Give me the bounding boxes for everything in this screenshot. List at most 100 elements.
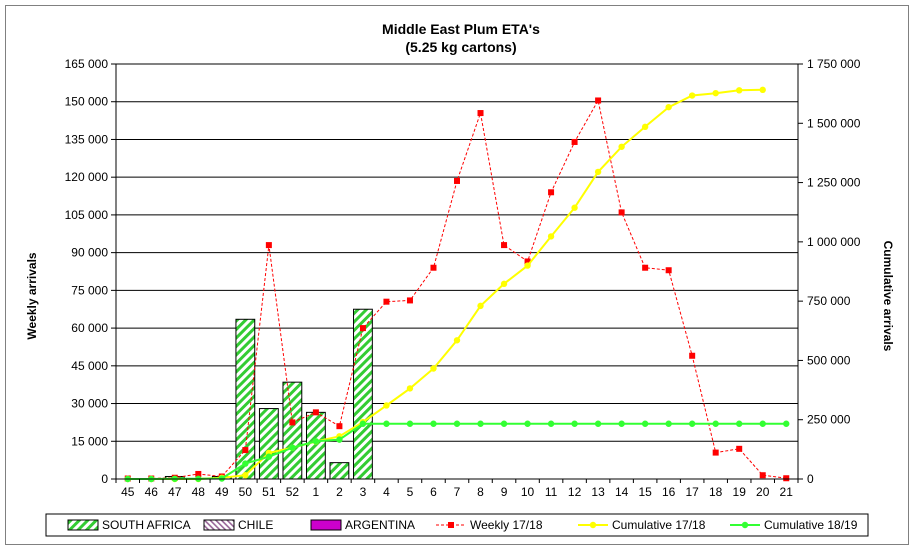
- x-tick-label: 2: [336, 485, 343, 499]
- series-point: [266, 242, 272, 248]
- series-point: [783, 475, 789, 481]
- series-point: [548, 189, 554, 195]
- lines: [125, 87, 790, 483]
- y2-tick-label: 250 000: [807, 413, 851, 427]
- legend-label: Weekly 17/18: [470, 518, 543, 532]
- series-point: [665, 421, 671, 427]
- series-point: [266, 454, 272, 460]
- y-axis-label: Weekly arrivals: [25, 252, 39, 340]
- legend-label: SOUTH AFRICA: [102, 518, 191, 532]
- x-tick-label: 12: [568, 485, 582, 499]
- x-tick-label: 11: [545, 485, 558, 499]
- y2-tick-label: 1 250 000: [807, 176, 861, 190]
- series-point: [595, 97, 601, 103]
- x-tick-label: 47: [168, 485, 182, 499]
- x-tick-label: 9: [501, 485, 508, 499]
- y-tick-label: 30 000: [71, 397, 108, 411]
- series-point: [736, 421, 742, 427]
- series-point: [571, 421, 577, 427]
- bar: [330, 463, 349, 479]
- chart-frame: Middle East Plum ETA's (5.25 kg cartons)…: [5, 5, 909, 545]
- series-point: [501, 242, 507, 248]
- x-tick-label: 45: [121, 485, 135, 499]
- x-tick-label: 51: [262, 485, 276, 499]
- x-tick-label: 5: [407, 485, 414, 499]
- series-point: [618, 421, 624, 427]
- x-tick-label: 20: [756, 485, 770, 499]
- y-tick-label: 150 000: [65, 95, 109, 109]
- x-tick-label: 52: [286, 485, 300, 499]
- bar: [283, 382, 302, 479]
- series-point: [289, 444, 295, 450]
- y2-tick-label: 1 750 000: [807, 57, 861, 71]
- y2-tick-label: 1 000 000: [807, 235, 861, 249]
- series-point: [760, 87, 766, 93]
- series-line: [128, 90, 763, 479]
- series-point: [666, 267, 672, 273]
- series-point: [478, 110, 484, 116]
- series-point: [501, 281, 507, 287]
- legend-label: ARGENTINA: [345, 518, 415, 532]
- x-tick-label: 15: [638, 485, 652, 499]
- series-point: [736, 87, 742, 93]
- x-tick-label: 17: [685, 485, 699, 499]
- series-point: [477, 303, 483, 309]
- series-point: [618, 144, 624, 150]
- series-point: [430, 265, 436, 271]
- legend-swatch: [68, 520, 98, 530]
- y-tick-label: 120 000: [65, 170, 109, 184]
- series-point: [289, 419, 295, 425]
- y-tick-label: 75 000: [71, 283, 108, 297]
- x-tick-label: 3: [360, 485, 367, 499]
- series-point: [736, 446, 742, 452]
- x-tick-label: 14: [615, 485, 629, 499]
- x-tick-label: 7: [454, 485, 461, 499]
- series-point: [524, 262, 530, 268]
- y-tick-label: 0: [101, 472, 108, 486]
- series-point: [619, 209, 625, 215]
- series-point: [407, 385, 413, 391]
- series-point: [665, 104, 671, 110]
- series-point: [571, 205, 577, 211]
- x-tick-label: 46: [145, 485, 159, 499]
- chart-subtitle: (5.25 kg cartons): [405, 39, 516, 55]
- series-point: [242, 460, 248, 466]
- legend-label: Cumulative 17/18: [612, 518, 706, 532]
- y-tick-label: 60 000: [71, 321, 108, 335]
- x-tick-label: 16: [662, 485, 676, 499]
- x-tick-label: 4: [383, 485, 390, 499]
- series-point: [383, 299, 389, 305]
- series-point: [313, 409, 319, 415]
- series-point: [336, 423, 342, 429]
- series-point: [595, 421, 601, 427]
- x-tick-label: 21: [780, 485, 794, 499]
- series-point: [501, 421, 507, 427]
- series-point: [430, 421, 436, 427]
- bar: [354, 309, 373, 479]
- series-point: [642, 421, 648, 427]
- y2-tick-label: 0: [807, 472, 814, 486]
- series-point: [689, 92, 695, 98]
- y-tick-label: 15 000: [71, 434, 108, 448]
- bar: [306, 412, 325, 479]
- series-point: [689, 421, 695, 427]
- series-point: [783, 421, 789, 427]
- series-point: [407, 297, 413, 303]
- series-point: [407, 421, 413, 427]
- x-tick-label: 8: [477, 485, 484, 499]
- series-point: [383, 421, 389, 427]
- y2-tick-label: 500 000: [807, 353, 851, 367]
- series-point: [713, 450, 719, 456]
- x-tick-label: 49: [215, 485, 229, 499]
- legend: SOUTH AFRICA CHILE ARGENTINA Weekly 17/18 Cu…: [46, 514, 868, 536]
- y-tick-label: 105 000: [65, 208, 109, 222]
- legend-marker: [590, 522, 596, 528]
- series-point: [383, 402, 389, 408]
- series-point: [360, 325, 366, 331]
- series-point: [454, 421, 460, 427]
- series-point: [548, 233, 554, 239]
- series-point: [454, 178, 460, 184]
- x-tick-label: 6: [430, 485, 437, 499]
- series-point: [760, 421, 766, 427]
- series-point: [313, 438, 319, 444]
